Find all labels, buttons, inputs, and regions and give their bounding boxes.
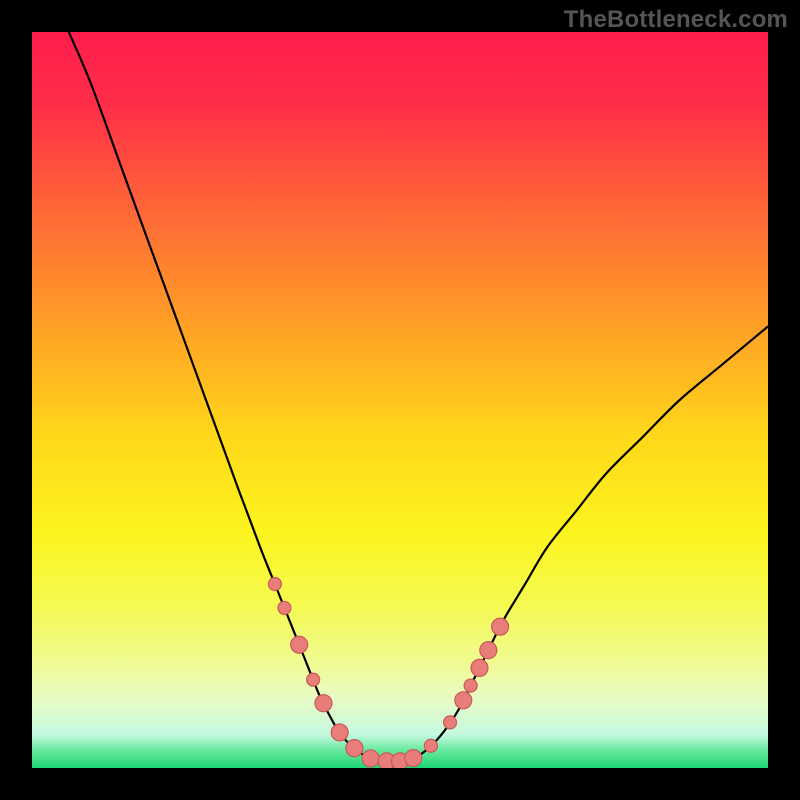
data-marker: [331, 724, 348, 741]
data-marker: [480, 642, 497, 659]
data-marker: [362, 750, 379, 767]
data-marker: [315, 695, 332, 712]
data-marker: [455, 692, 472, 709]
watermark-text: TheBottleneck.com: [564, 6, 788, 34]
data-marker: [307, 673, 320, 686]
data-marker: [346, 740, 363, 757]
data-marker: [492, 618, 509, 635]
bottleneck-curve-chart: [0, 0, 800, 800]
data-marker: [268, 578, 281, 591]
data-marker: [464, 679, 477, 692]
plot-background: [32, 32, 768, 768]
data-marker: [291, 636, 308, 653]
data-marker: [471, 659, 488, 676]
data-marker: [278, 601, 291, 614]
chart-stage: TheBottleneck.com: [0, 0, 800, 800]
data-marker: [424, 739, 437, 752]
data-marker: [405, 750, 422, 767]
data-marker: [444, 716, 457, 729]
